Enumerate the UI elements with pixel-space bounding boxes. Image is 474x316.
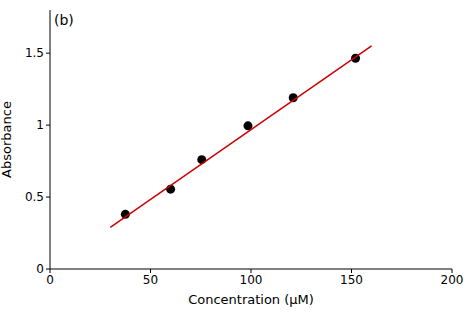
svg-text:50: 50 (143, 273, 158, 287)
svg-text:0.5: 0.5 (25, 190, 44, 204)
svg-text:Absorbance: Absorbance (8, 101, 14, 178)
html-text:(b): (b) (54, 12, 74, 28)
svg-text:200: 200 (441, 273, 464, 287)
svg-text:1: 1 (36, 118, 44, 132)
svg-text:1.5: 1.5 (25, 46, 44, 60)
svg-text:Concentration (μM): Concentration (μM) (188, 292, 314, 307)
svg-text:0: 0 (36, 262, 44, 276)
svg-text:150: 150 (340, 273, 363, 287)
svg-text:100: 100 (240, 273, 263, 287)
svg-text:0: 0 (46, 273, 54, 287)
